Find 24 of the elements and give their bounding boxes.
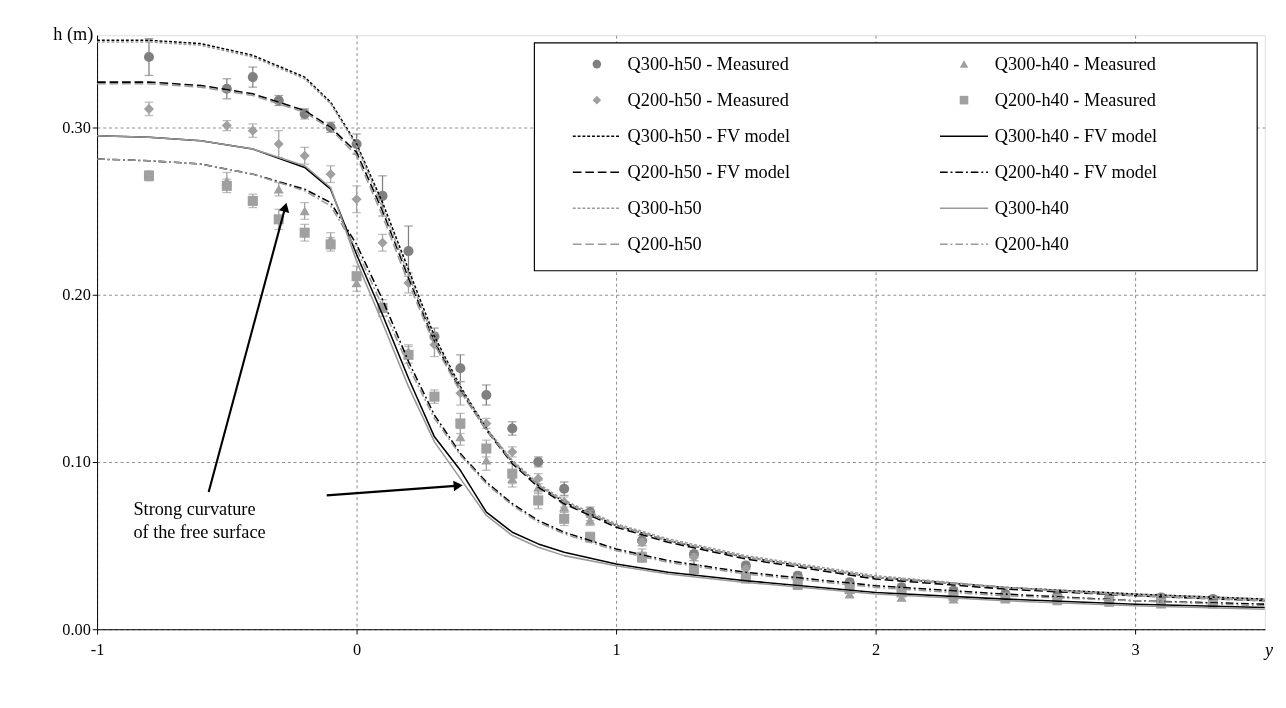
x-tick-label: 1 [612, 639, 621, 659]
legend-label: Q200-h50 - Measured [627, 89, 789, 110]
annotation: Strong curvature of the free surface [133, 498, 266, 542]
legend-label: Q300-h50 - Measured [627, 53, 789, 74]
legend-label: Q200-h40 [994, 234, 1069, 255]
y-tick-label: 0.10 [62, 452, 91, 472]
y-tick-label: 0.00 [62, 619, 91, 639]
legend-label: Q200-h40 - Measured [994, 89, 1156, 110]
x-tick-label: 2 [871, 639, 881, 659]
x-axis-title: y [1262, 639, 1274, 660]
x-tick-label: 3 [1131, 639, 1140, 659]
y-axis-title: h (m) [53, 23, 94, 45]
x-tick-label: 0 [352, 639, 362, 659]
y-tick-label: 0.20 [62, 284, 91, 304]
legend-label: Q200-h40 - FV model [994, 161, 1158, 182]
legend-label: Q300-h50 - FV model [627, 125, 791, 146]
legend-label: Q200-h50 - FV model [627, 161, 791, 182]
legend-label: Q200-h50 [627, 234, 702, 255]
x-tick-label: -1 [90, 639, 105, 659]
legend-label: Q300-h40 - FV model [994, 125, 1158, 146]
legend-label: Q300-h40 [994, 198, 1069, 219]
legend-label: Q300-h50 [627, 198, 702, 219]
legend-label: Q300-h40 - Measured [994, 53, 1156, 74]
y-tick-label: 0.30 [62, 117, 91, 137]
